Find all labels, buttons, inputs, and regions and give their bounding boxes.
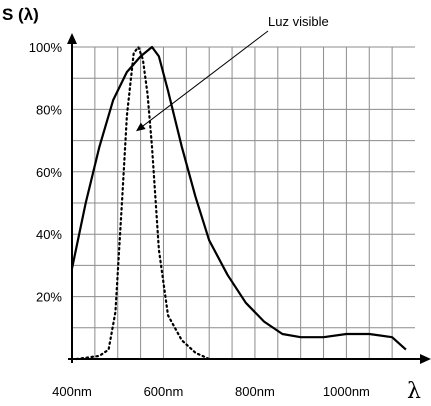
series-lines xyxy=(70,44,407,361)
x-tick-label: 400nm xyxy=(52,384,92,399)
y-axis-arrow xyxy=(67,33,77,44)
y-tick-label: 40% xyxy=(36,227,62,242)
y-tick-label: 80% xyxy=(36,102,62,117)
y-axis-title: S (λ) xyxy=(2,5,39,24)
axes xyxy=(67,33,431,364)
y-tick-label: 100% xyxy=(29,40,63,55)
series-line-solid xyxy=(70,45,407,351)
x-tick-label: 800nm xyxy=(235,384,275,399)
x-axis-title: λ xyxy=(407,379,421,404)
x-axis-arrow xyxy=(420,354,431,364)
annotation-arrow-line xyxy=(142,30,269,127)
annotation-arrow-head xyxy=(136,122,146,132)
grid xyxy=(72,46,415,359)
series-line-dotted xyxy=(75,44,211,361)
annotation: Luz visible xyxy=(136,14,329,132)
y-tick-label: 60% xyxy=(36,165,62,180)
x-tick-label: 1000nm xyxy=(323,384,370,399)
y-tick-label: 20% xyxy=(36,290,62,305)
annotation-label: Luz visible xyxy=(268,14,329,29)
tick-labels: 400nm 600nm 800nm 1000nm 20% 40% 60% 80% 100% xyxy=(29,40,370,399)
x-tick-label: 600nm xyxy=(144,384,184,399)
